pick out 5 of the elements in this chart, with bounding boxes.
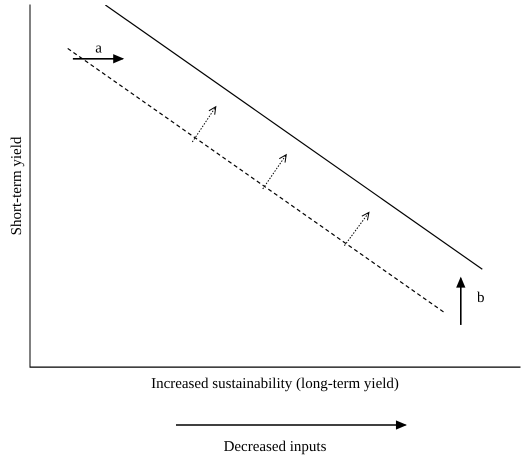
annotation: a [95, 40, 102, 56]
annotation: b [477, 290, 485, 306]
x-axis-title: Increased sustainability (long-term yield) [151, 376, 399, 392]
text: Decreased inputs [224, 438, 327, 455]
y-axis-title: Short-term yield [8, 136, 25, 236]
